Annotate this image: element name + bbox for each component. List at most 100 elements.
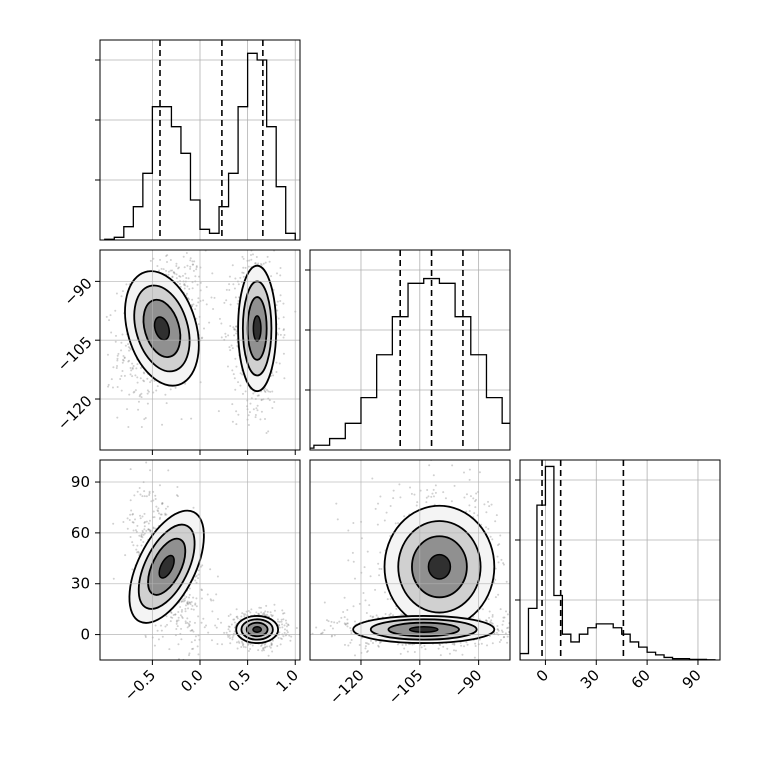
scatter-point bbox=[115, 292, 118, 295]
scatter-point bbox=[385, 511, 388, 514]
scatter-point bbox=[230, 344, 233, 347]
scatter-point bbox=[485, 526, 488, 529]
scatter-point bbox=[279, 267, 282, 270]
scatter-point bbox=[137, 550, 140, 553]
histogram-step bbox=[520, 465, 716, 660]
scatter-point bbox=[135, 367, 138, 370]
scatter-point bbox=[182, 255, 185, 258]
scatter-point bbox=[120, 341, 123, 344]
scatter-point bbox=[504, 632, 507, 635]
scatter-point bbox=[184, 610, 187, 613]
scatter-point bbox=[392, 614, 395, 617]
scatter-point bbox=[228, 275, 231, 278]
scatter-point bbox=[110, 331, 113, 334]
scatter-point bbox=[248, 411, 251, 414]
scatter-point bbox=[496, 555, 499, 558]
scatter-point bbox=[286, 631, 289, 634]
scatter-point bbox=[452, 649, 455, 652]
scatter-point bbox=[143, 380, 146, 383]
scatter-point bbox=[446, 647, 449, 650]
scatter-point bbox=[177, 619, 180, 622]
scatter-point bbox=[403, 647, 406, 650]
scatter-point bbox=[280, 620, 283, 623]
scatter-point bbox=[276, 309, 279, 312]
scatter-point bbox=[265, 604, 268, 607]
scatter-point bbox=[210, 599, 213, 602]
scatter-point bbox=[207, 631, 210, 634]
scatter-point bbox=[129, 468, 132, 471]
scatter-point bbox=[134, 518, 137, 521]
scatter-point bbox=[203, 700, 205, 702]
scatter-point bbox=[216, 617, 219, 620]
scatter-point bbox=[202, 327, 205, 330]
scatter-point bbox=[152, 510, 155, 513]
scatter-point bbox=[242, 613, 245, 616]
scatter-point bbox=[401, 643, 404, 646]
scatter-point bbox=[106, 353, 109, 356]
scatter-point bbox=[134, 529, 137, 532]
scatter-point bbox=[271, 650, 274, 653]
scatter-point bbox=[264, 387, 267, 390]
scatter-point bbox=[201, 336, 204, 339]
scatter-point bbox=[177, 267, 180, 270]
scatter-point bbox=[347, 644, 350, 647]
scatter-point bbox=[468, 509, 471, 512]
scatter-point bbox=[500, 629, 503, 632]
scatter-point bbox=[190, 417, 193, 420]
scatter-point bbox=[330, 620, 333, 623]
scatter-point bbox=[131, 568, 134, 571]
scatter-point bbox=[188, 624, 191, 627]
scatter-point bbox=[501, 631, 504, 634]
scatter-point bbox=[185, 251, 188, 254]
scatter-point bbox=[244, 390, 247, 393]
scatter-point bbox=[260, 263, 263, 266]
scatter-point bbox=[126, 408, 129, 411]
scatter-point bbox=[234, 357, 237, 360]
scatter-point bbox=[269, 611, 272, 614]
y-tick-label: −120 bbox=[54, 392, 96, 434]
scatter-point bbox=[192, 596, 195, 599]
scatter-point bbox=[194, 602, 197, 605]
scatter-point bbox=[366, 642, 369, 645]
scatter-point bbox=[500, 558, 503, 561]
scatter-point bbox=[525, 609, 527, 611]
scatter-point bbox=[260, 410, 263, 413]
scatter-point bbox=[275, 304, 278, 307]
scatter-point bbox=[159, 516, 162, 519]
scatter-point bbox=[175, 620, 178, 623]
scatter-point bbox=[188, 620, 191, 623]
scatter-point bbox=[140, 544, 143, 547]
scatter-point bbox=[513, 633, 515, 635]
scatter-point bbox=[142, 379, 145, 382]
scatter-point bbox=[260, 399, 263, 402]
scatter-point bbox=[232, 373, 235, 376]
scatter-point bbox=[338, 620, 341, 623]
scatter-point bbox=[448, 652, 451, 655]
scatter-point bbox=[201, 564, 204, 567]
scatter-point bbox=[205, 624, 208, 627]
scatter-point bbox=[134, 389, 137, 392]
scatter-point bbox=[186, 617, 189, 620]
scatter-point bbox=[257, 612, 260, 615]
scatter-point bbox=[487, 500, 490, 503]
scatter-point bbox=[136, 363, 139, 366]
scatter-point bbox=[262, 611, 265, 614]
scatter-point bbox=[193, 260, 196, 263]
scatter-point bbox=[227, 615, 230, 618]
scatter-point bbox=[233, 327, 236, 330]
scatter-point bbox=[146, 392, 149, 395]
scatter-point bbox=[389, 597, 392, 600]
scatter-point bbox=[273, 609, 276, 612]
scatter-point bbox=[107, 385, 110, 388]
scatter-point bbox=[139, 493, 142, 496]
scatter-point bbox=[169, 388, 172, 391]
scatter-point bbox=[120, 389, 123, 392]
scatter-point bbox=[247, 265, 250, 268]
scatter-point bbox=[175, 262, 178, 265]
scatter-point bbox=[463, 496, 466, 499]
scatter-point bbox=[249, 402, 252, 405]
scatter-point bbox=[209, 568, 212, 571]
scatter-point bbox=[253, 237, 255, 239]
scatter-point bbox=[186, 600, 189, 603]
scatter-point bbox=[398, 483, 401, 486]
